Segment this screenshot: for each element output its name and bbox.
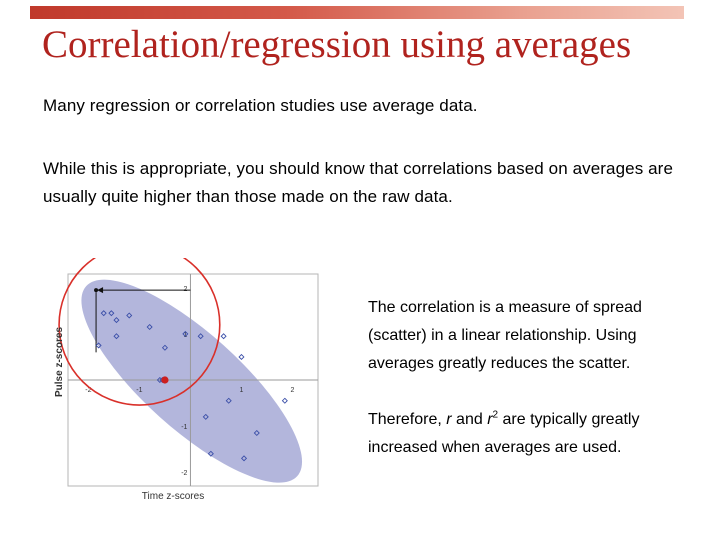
data-point <box>220 333 227 340</box>
r-increase-text-2: are typically greatly increased when ave… <box>368 411 640 456</box>
slide-title: Correlation/regression using averages <box>42 23 632 66</box>
data-point <box>108 310 115 317</box>
data-point <box>113 317 120 324</box>
r-increase-explanation: Therefore, r and r2 are typically greatl… <box>368 406 698 462</box>
data-point <box>113 333 120 340</box>
r-increase-text-1: Therefore, <box>368 411 447 428</box>
caveat-paragraph: While this is appropriate, you should kn… <box>43 159 673 206</box>
y-tick-label: 2 <box>184 286 188 293</box>
scatter-explanation: The correlation is a measure of spread (… <box>368 299 642 372</box>
data-point <box>225 397 232 404</box>
data-point <box>95 342 102 349</box>
guide-arrowhead <box>97 287 104 294</box>
y-tick-label: 1 <box>184 332 188 339</box>
intro-paragraph: Many regression or correlation studies u… <box>43 96 478 115</box>
r-increase-and: and <box>451 411 488 428</box>
data-point <box>253 429 260 437</box>
data-point <box>281 397 288 404</box>
x-tick-label: 2 <box>291 387 295 394</box>
x-tick-label: 1 <box>240 387 244 394</box>
data-point <box>182 330 189 337</box>
x-axis-label: Time z-scores <box>142 491 204 502</box>
data-point <box>240 455 248 462</box>
y-tick-label: -2 <box>181 470 187 477</box>
data-point <box>197 333 204 340</box>
data-point <box>207 450 214 457</box>
r-symbol: r <box>446 411 452 428</box>
highlight-point <box>94 288 99 293</box>
title-accent-bar <box>30 6 684 19</box>
scatter-chart: -2 -1 1 2 2 1 -1 -2 Time z-scores Pulse z-scores <box>54 258 319 502</box>
data-ellipse <box>81 279 303 483</box>
r-squared-exponent: 2 <box>492 409 499 421</box>
y-axis-label: Pulse z-scores <box>54 327 65 397</box>
y-tick-label: -1 <box>181 424 187 431</box>
data-point <box>126 312 133 319</box>
data-point <box>202 413 209 420</box>
data-point <box>161 344 168 351</box>
data-point <box>238 353 245 360</box>
highlight-circle <box>58 258 221 406</box>
r-squared-symbol: r <box>487 411 493 428</box>
data-point <box>146 323 153 331</box>
x-tick-label: -2 <box>85 387 91 394</box>
x-tick-label: -1 <box>136 387 142 394</box>
mean-point <box>161 376 169 384</box>
data-point <box>100 310 107 317</box>
